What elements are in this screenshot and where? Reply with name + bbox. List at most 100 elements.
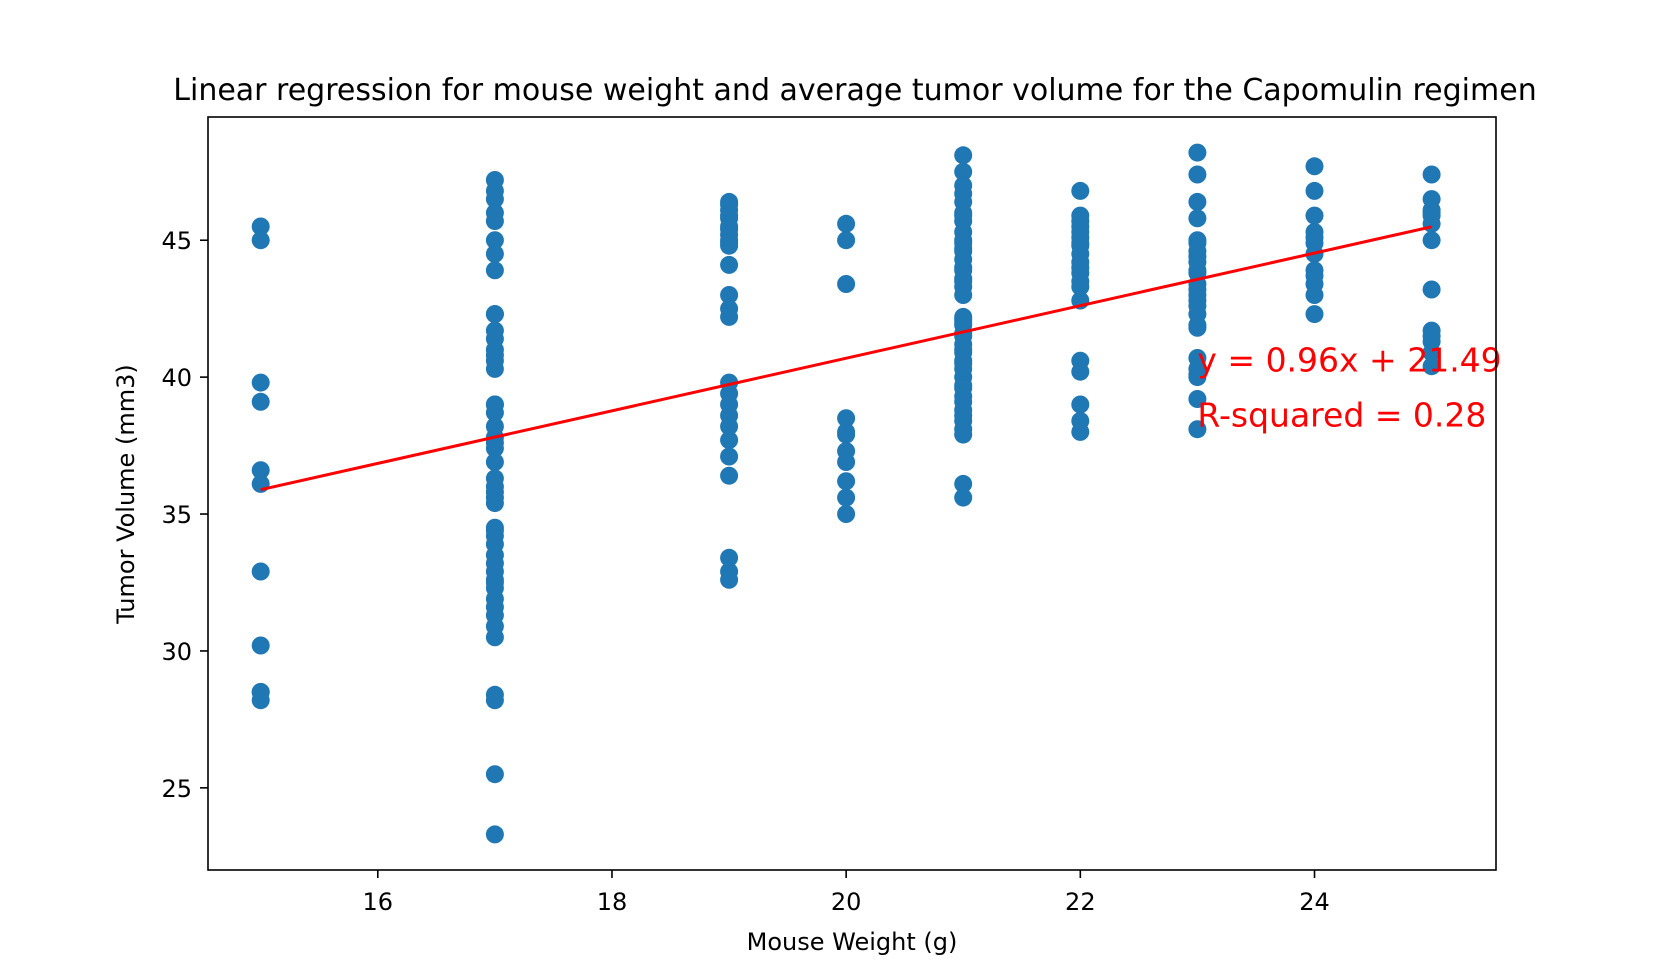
data-point [954,379,973,398]
data-point [485,395,504,414]
y-tick-label: 35 [161,501,192,529]
plot-frame [207,116,1497,871]
data-point [720,220,739,239]
regression-layer [260,225,1432,492]
data-point [1071,258,1090,277]
data-point [720,206,739,225]
data-point [1188,143,1207,162]
data-point [251,231,270,250]
data-point [720,431,739,450]
data-point [1188,420,1207,439]
data-point [1188,390,1207,408]
data-point [485,521,504,540]
y-tick-label: 25 [161,775,192,803]
data-point [1188,247,1207,266]
data-point [837,472,856,491]
data-point [251,474,270,493]
data-point [1071,234,1090,252]
data-point [485,231,504,250]
annotation-layer: y = 0.96x + 21.49 R-squared = 0.28 [1197,341,1501,435]
data-point [1305,181,1324,200]
data-point [1188,209,1207,228]
data-point [954,176,973,195]
data-point [1422,343,1441,362]
data-point [485,573,504,592]
data-point [251,636,270,655]
data-point [720,255,739,274]
data-point [1071,395,1090,414]
x-tick-label: 16 [363,888,394,916]
data-point [1422,280,1441,299]
data-point [837,409,856,428]
data-point [251,373,270,392]
data-point [485,261,504,280]
data-point [1305,228,1324,247]
data-point [837,422,856,441]
data-point [954,354,973,373]
data-point [837,453,856,471]
y-tick-label: 30 [161,638,192,666]
data-point [954,340,973,359]
data-point [1305,266,1324,285]
data-point [251,392,270,411]
data-point [485,765,504,784]
data-point [1422,206,1441,225]
y-tick-label: 45 [161,227,192,255]
data-point [954,231,973,250]
x-tick-label: 18 [597,888,628,916]
data-point [1422,357,1441,376]
data-point [485,483,504,502]
data-point [954,286,973,304]
data-point [720,417,739,436]
data-point [485,244,504,263]
data-point [1071,181,1090,200]
data-point [720,570,739,589]
data-point [954,272,973,291]
data-point [1188,165,1207,184]
data-point [954,406,973,425]
data-point [1188,261,1207,280]
data-point [1188,316,1207,335]
chart-title: Linear regression for mouse weight and a… [173,73,1536,108]
data-point [485,190,504,209]
data-point [720,234,739,252]
data-point [720,307,739,326]
data-point [485,359,504,378]
x-axis-label: Mouse Weight (g) [747,928,958,956]
data-point [1305,157,1324,176]
data-point [251,683,270,701]
data-point [954,310,973,329]
data-point [485,628,504,647]
data-point [837,488,856,507]
data-point [485,691,504,710]
data-point [837,505,856,523]
data-point [485,825,504,844]
data-point [1305,286,1324,304]
data-point [1305,206,1324,225]
x-tick-label: 22 [1065,888,1096,916]
data-point [485,346,504,365]
data-point [1422,231,1441,250]
regression-line [260,225,1432,492]
data-point [720,466,739,485]
data-point [485,305,504,324]
data-point [954,146,973,165]
data-point [837,214,856,233]
y-axis: 25 30 35 40 45 [161,227,208,803]
data-point [1071,422,1090,441]
x-tick-label: 24 [1299,888,1330,916]
data-point [720,447,739,466]
r-squared-label: R-squared = 0.28 [1197,395,1486,434]
data-point [1071,272,1090,291]
data-point [837,231,856,250]
data-point [720,548,739,567]
data-point [1422,165,1441,184]
data-point [954,425,973,444]
data-point [485,212,504,231]
y-axis-label: Tumor Volume (mm3) [112,364,140,624]
data-point [837,275,856,293]
data-point [954,258,973,277]
regression-equation: y = 0.96x + 21.49 [1197,341,1501,380]
